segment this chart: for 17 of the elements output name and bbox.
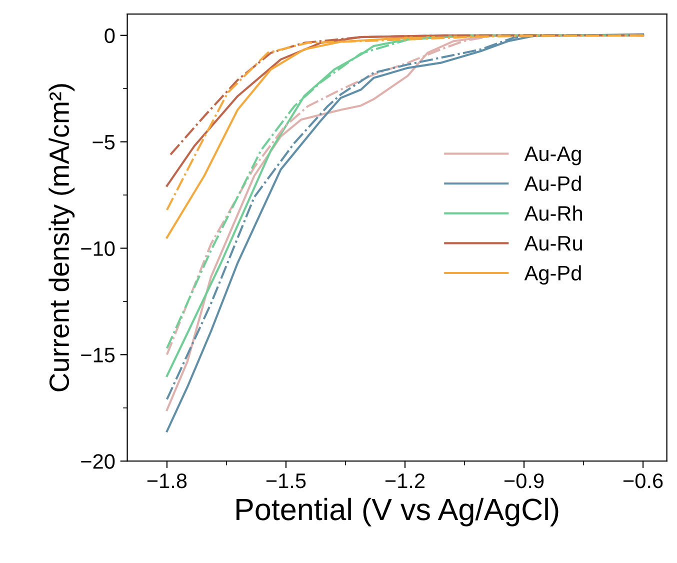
x-tick-label: −1.5 bbox=[266, 474, 306, 488]
legend-label: Au-Ru bbox=[524, 236, 582, 251]
x-tick-label: −1.2 bbox=[385, 473, 425, 488]
y-axis-title: Current density (mA/cm²) bbox=[48, 84, 75, 392]
x-axis-title: Potential (V vs Ag/AgCl) bbox=[236, 498, 558, 526]
legend-label: Au-Ag bbox=[524, 146, 581, 166]
x-tick-label: −1.8 bbox=[147, 473, 187, 488]
y-tick-label: −20 bbox=[81, 454, 115, 469]
y-tick-label: −5 bbox=[92, 135, 115, 150]
y-tick-label: −15 bbox=[81, 348, 115, 362]
legend-label: Ag-Pd bbox=[524, 265, 581, 285]
x-tick-label: −0.6 bbox=[624, 473, 663, 488]
x-tick-label: −0.9 bbox=[504, 473, 544, 488]
legend-label: Au-Pd bbox=[524, 176, 581, 191]
y-tick-label: −10 bbox=[81, 241, 115, 256]
legend-label: Au-Rh bbox=[524, 206, 582, 221]
y-tick-label: 0 bbox=[104, 28, 115, 44]
